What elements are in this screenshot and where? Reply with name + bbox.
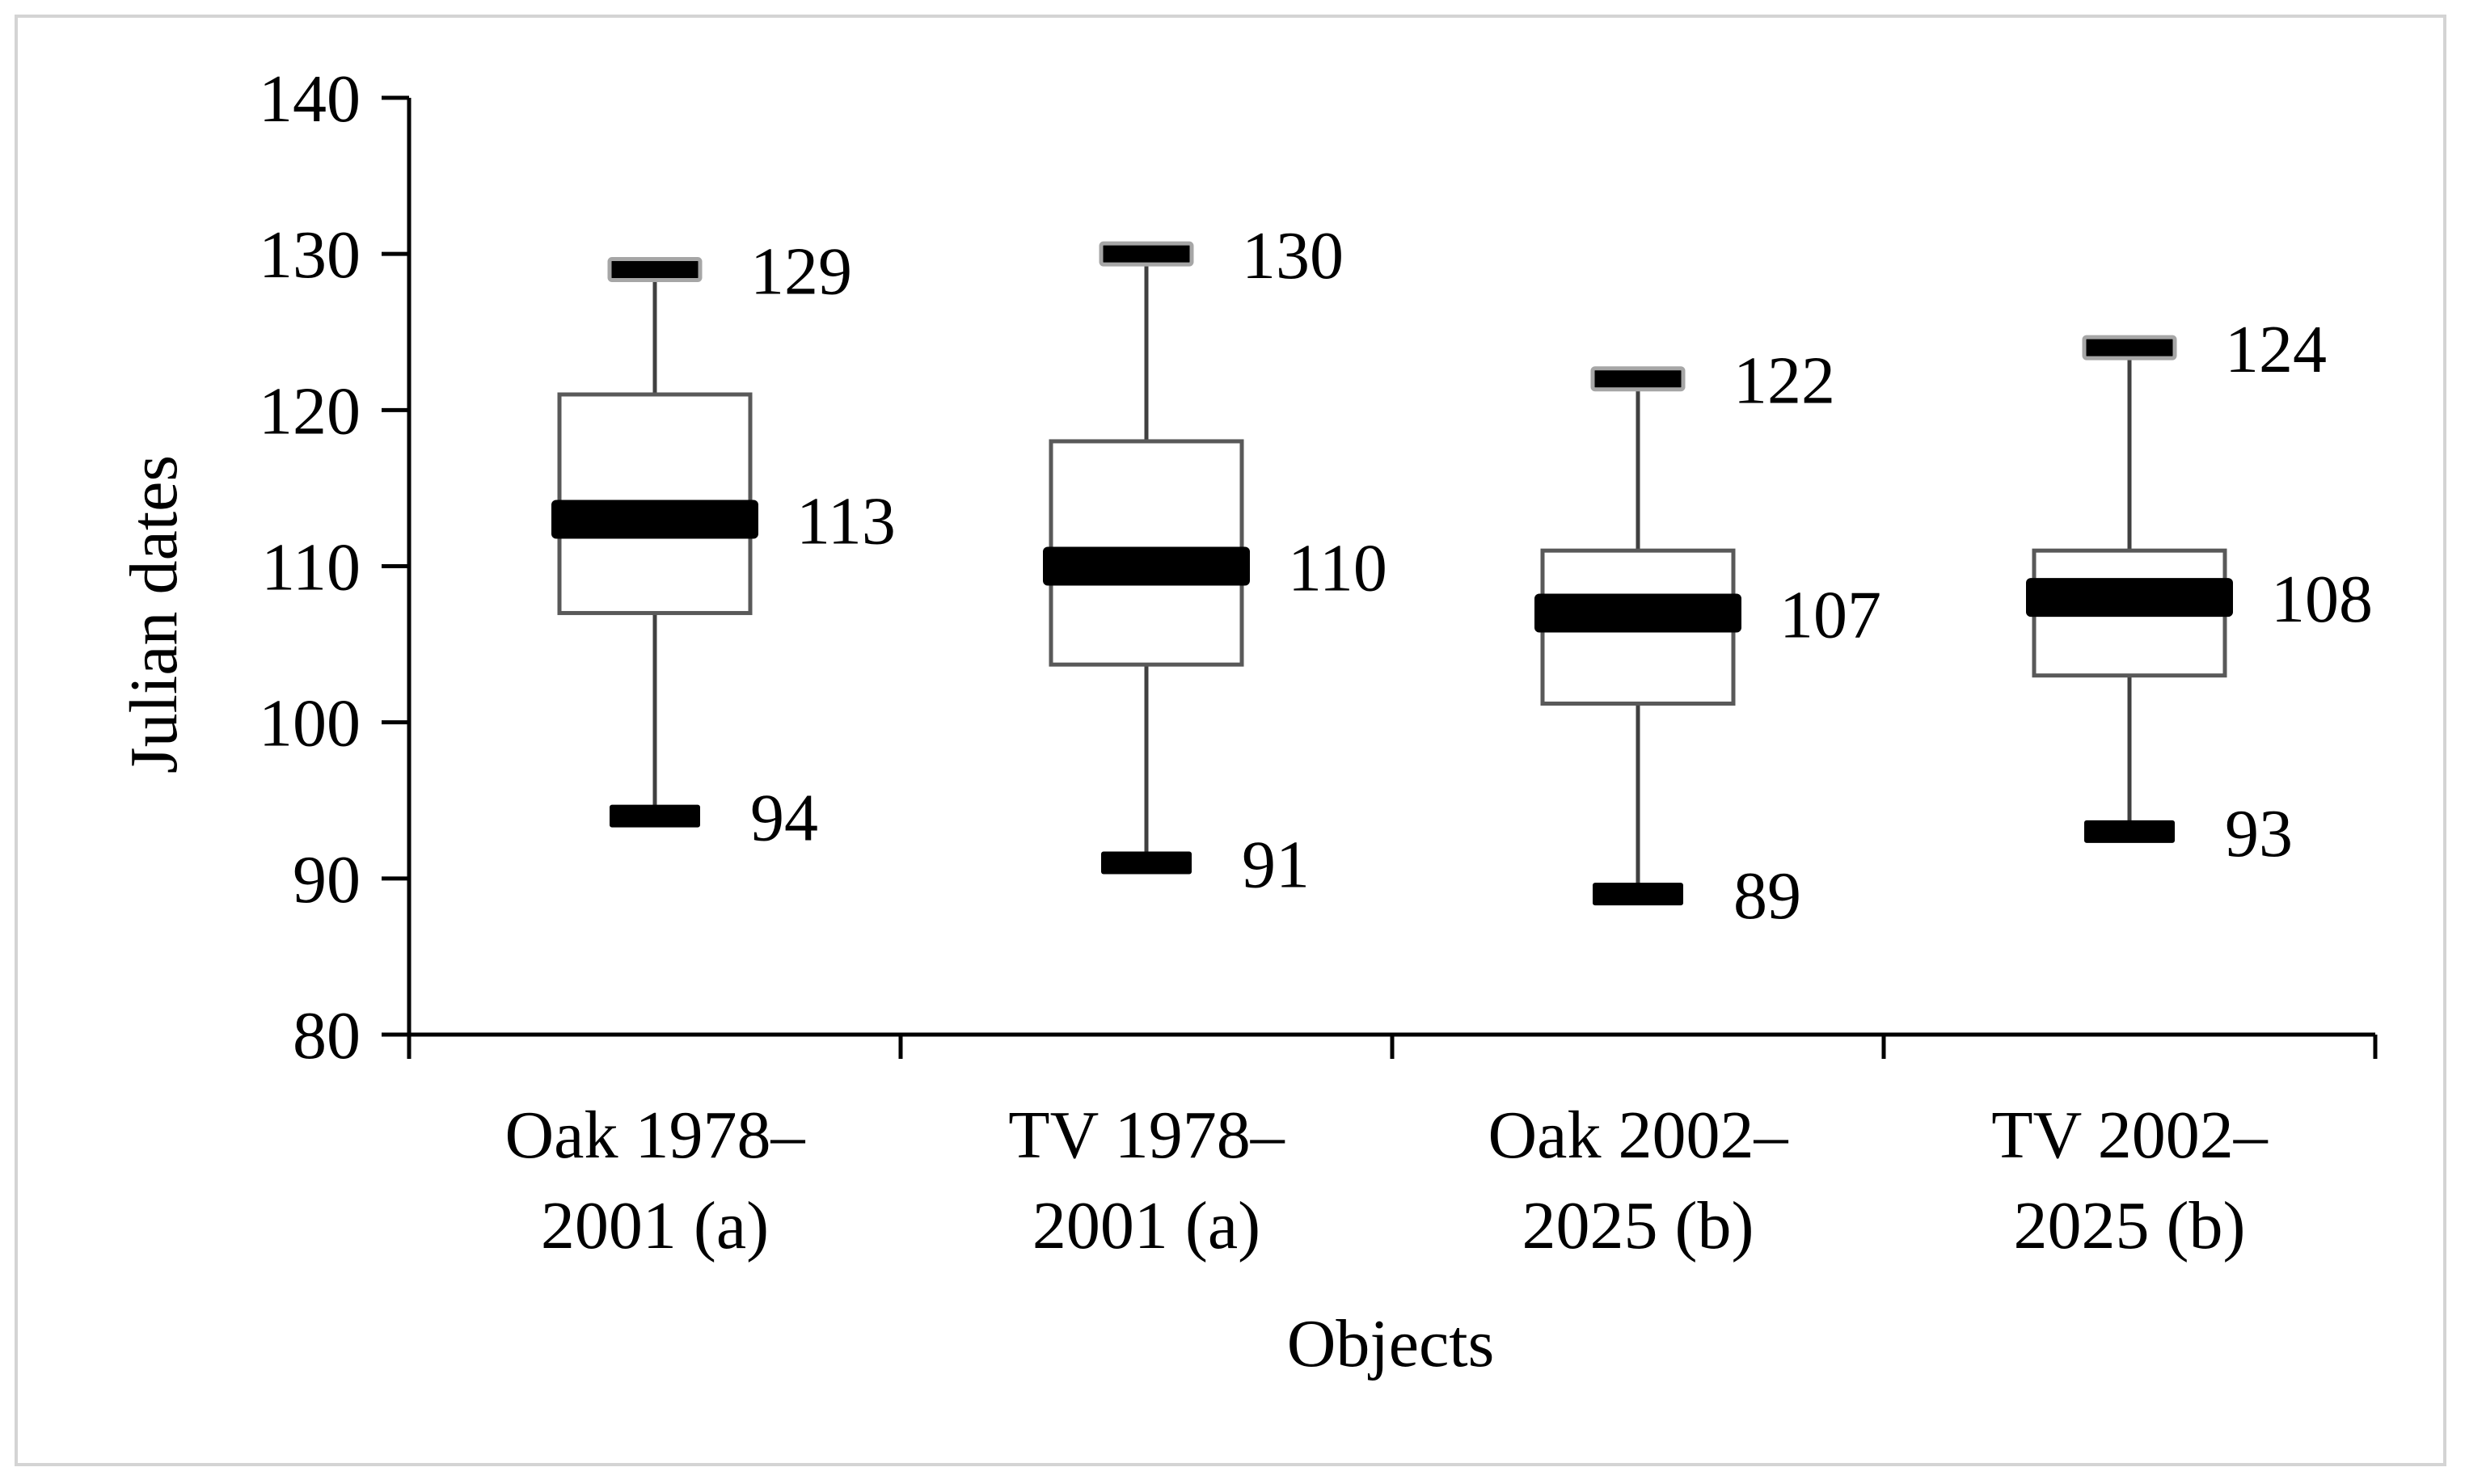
max-cap-2 xyxy=(1099,241,1194,267)
median-label-1: 113 xyxy=(796,484,896,559)
median-label-3: 107 xyxy=(1779,577,1881,652)
category-label-1-line-2: 2001 (a) xyxy=(541,1188,769,1263)
category-label-2-line-1: TV 1978– xyxy=(1008,1098,1285,1173)
chart-frame xyxy=(15,15,2446,1466)
y-tick-label-90: 90 xyxy=(293,842,361,917)
max-cap-1 xyxy=(607,256,703,282)
max-cap-3 xyxy=(1590,366,1686,392)
y-tick-label-110: 110 xyxy=(261,530,361,605)
max-label-4: 124 xyxy=(2225,312,2327,387)
category-label-4-line-1: TV 2002– xyxy=(1991,1098,2268,1173)
min-cap-1 xyxy=(610,804,700,828)
min-label-4: 93 xyxy=(2225,796,2293,871)
max-label-2: 130 xyxy=(1242,218,1344,293)
min-label-1: 94 xyxy=(750,781,818,856)
box-group-2 xyxy=(1043,241,1250,875)
max-cap-4 xyxy=(2082,335,2177,360)
y-tick-label-120: 120 xyxy=(259,373,361,449)
category-label-2-line-2: 2001 (a) xyxy=(1032,1188,1260,1263)
box-group-1 xyxy=(551,256,758,828)
y-tick-label-100: 100 xyxy=(259,686,361,761)
min-label-3: 89 xyxy=(1733,858,1801,934)
boxes xyxy=(551,241,2233,906)
median-bar-2 xyxy=(1043,546,1250,586)
min-cap-3 xyxy=(1593,883,1683,906)
max-label-3: 122 xyxy=(1733,344,1835,419)
category-label-4-line-2: 2025 (b) xyxy=(2014,1188,2246,1263)
median-bar-4 xyxy=(2026,578,2233,618)
median-label-4: 108 xyxy=(2271,562,2373,637)
max-label-1: 129 xyxy=(750,234,852,309)
y-tick-label-130: 130 xyxy=(259,217,361,293)
category-label-1-line-1: Oak 1978– xyxy=(505,1098,806,1173)
box-group-3 xyxy=(1534,366,1741,906)
y-tick-label-80: 80 xyxy=(293,998,361,1073)
min-cap-4 xyxy=(2084,820,2175,843)
axes: 80 90 100 110 120 130 140 Oak 1978– 2001 (a) TV 1… xyxy=(259,61,2378,1263)
x-axis-title: Objects xyxy=(1287,1306,1495,1381)
median-bar-3 xyxy=(1534,593,1741,633)
y-tick-label-140: 140 xyxy=(259,61,361,137)
min-label-2: 91 xyxy=(1242,828,1310,903)
min-cap-2 xyxy=(1101,851,1192,875)
median-label-2: 110 xyxy=(1288,531,1387,606)
labels: 129 113 94 130 110 91 122 107 89 124 108 93 xyxy=(750,218,2373,934)
category-label-3-line-2: 2025 (b) xyxy=(1522,1188,1754,1263)
median-bar-1 xyxy=(551,500,758,539)
category-label-3-line-1: Oak 2002– xyxy=(1488,1098,1789,1173)
y-axis-title: Julian dates xyxy=(116,455,192,774)
box-group-4 xyxy=(2026,335,2233,843)
